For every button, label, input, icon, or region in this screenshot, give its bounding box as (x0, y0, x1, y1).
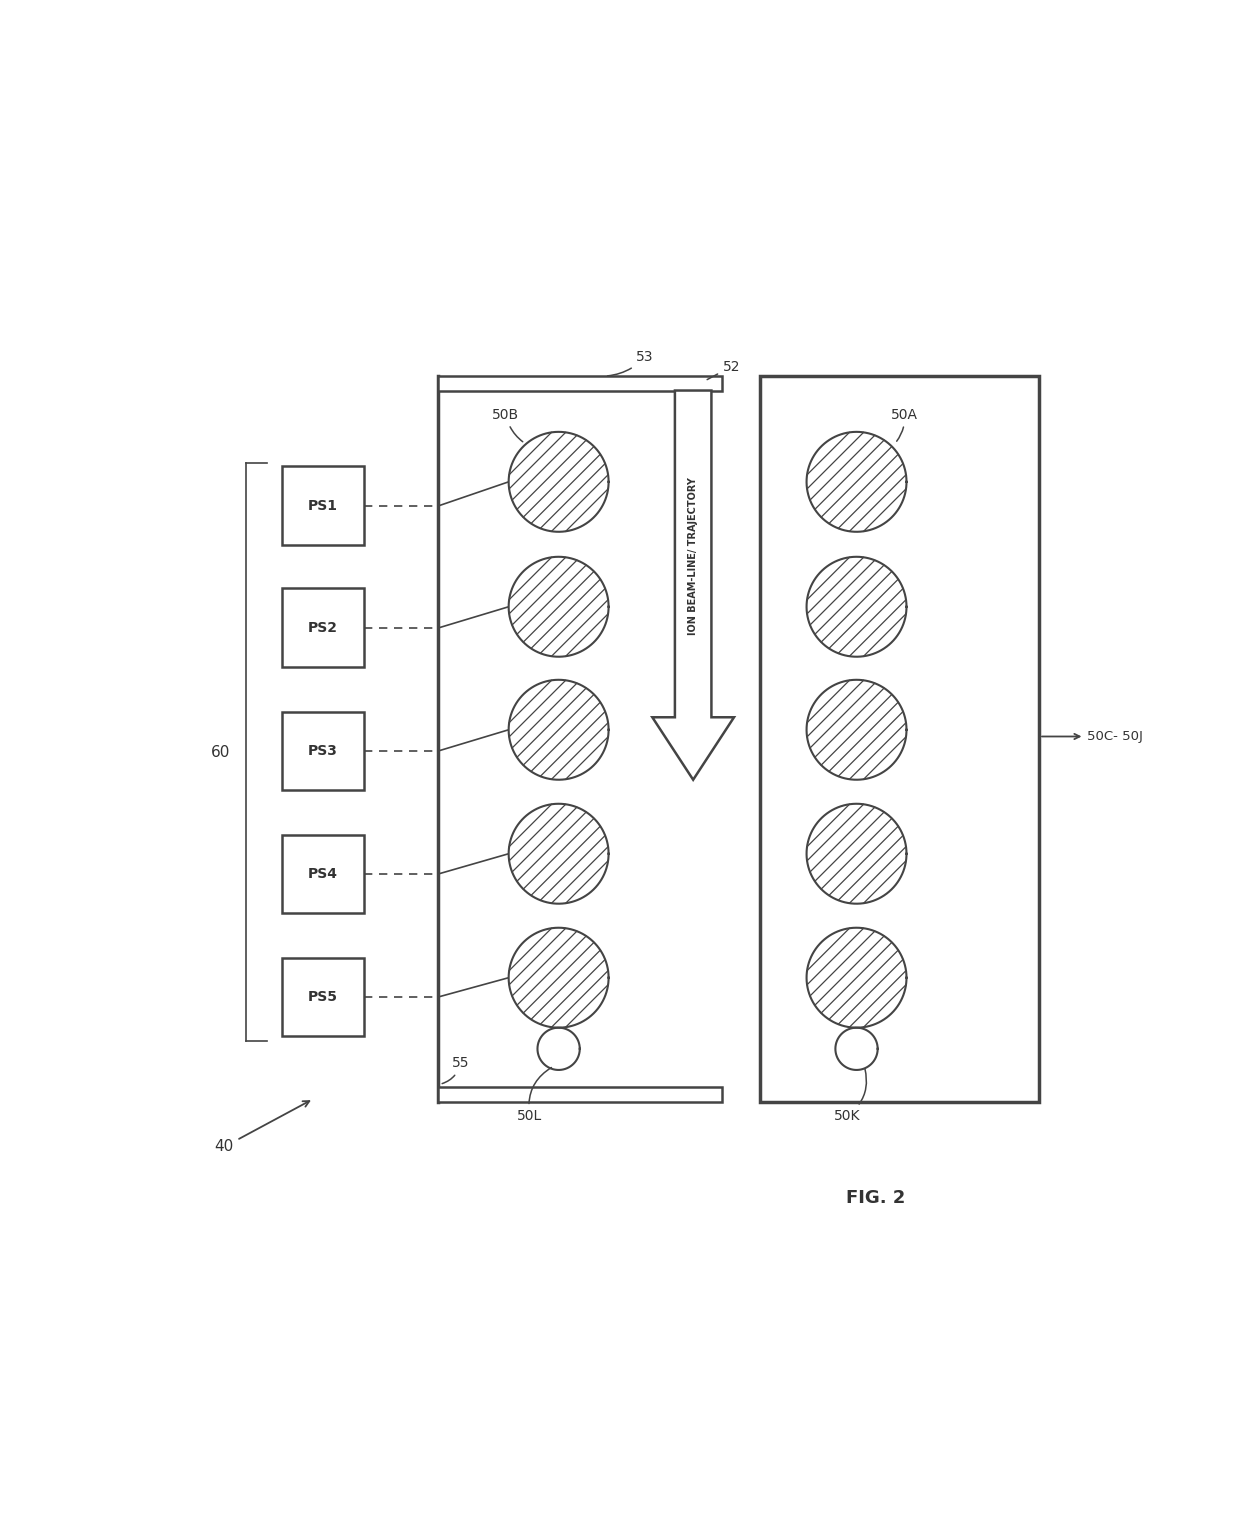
Text: ION BEAM-LINE/ TRAJECTORY: ION BEAM-LINE/ TRAJECTORY (688, 477, 698, 636)
Polygon shape (806, 557, 906, 657)
Bar (760, 377, 1039, 1101)
Bar (439, 1087, 722, 1101)
Bar (439, 377, 722, 390)
Text: 60: 60 (211, 746, 231, 761)
Polygon shape (508, 680, 609, 779)
Polygon shape (508, 804, 609, 904)
Bar (283, 712, 365, 790)
Text: 40: 40 (215, 1101, 309, 1154)
Text: 53: 53 (608, 349, 653, 375)
Text: PS1: PS1 (309, 499, 339, 512)
Text: 50A: 50A (892, 407, 918, 441)
Text: 52: 52 (707, 360, 740, 380)
Polygon shape (508, 432, 609, 532)
Polygon shape (806, 804, 906, 904)
Text: FIG. 2: FIG. 2 (846, 1190, 905, 1206)
Polygon shape (806, 927, 906, 1028)
Polygon shape (508, 557, 609, 657)
Text: PS2: PS2 (309, 621, 339, 634)
Polygon shape (836, 1028, 878, 1071)
Text: 50C- 50J: 50C- 50J (1042, 730, 1143, 743)
Bar (283, 589, 365, 668)
Polygon shape (806, 432, 906, 532)
Text: PS4: PS4 (309, 866, 339, 881)
Bar (283, 467, 365, 546)
FancyArrow shape (652, 390, 734, 779)
Bar (283, 834, 365, 913)
Polygon shape (537, 1028, 580, 1071)
Text: PS5: PS5 (309, 990, 339, 1003)
Bar (283, 958, 365, 1037)
Polygon shape (508, 927, 609, 1028)
Polygon shape (806, 680, 906, 779)
Text: 50B: 50B (492, 407, 523, 442)
Text: 50K: 50K (833, 1069, 867, 1122)
Text: 55: 55 (443, 1057, 470, 1084)
Text: 50L: 50L (517, 1068, 552, 1122)
Text: PS3: PS3 (309, 744, 339, 758)
